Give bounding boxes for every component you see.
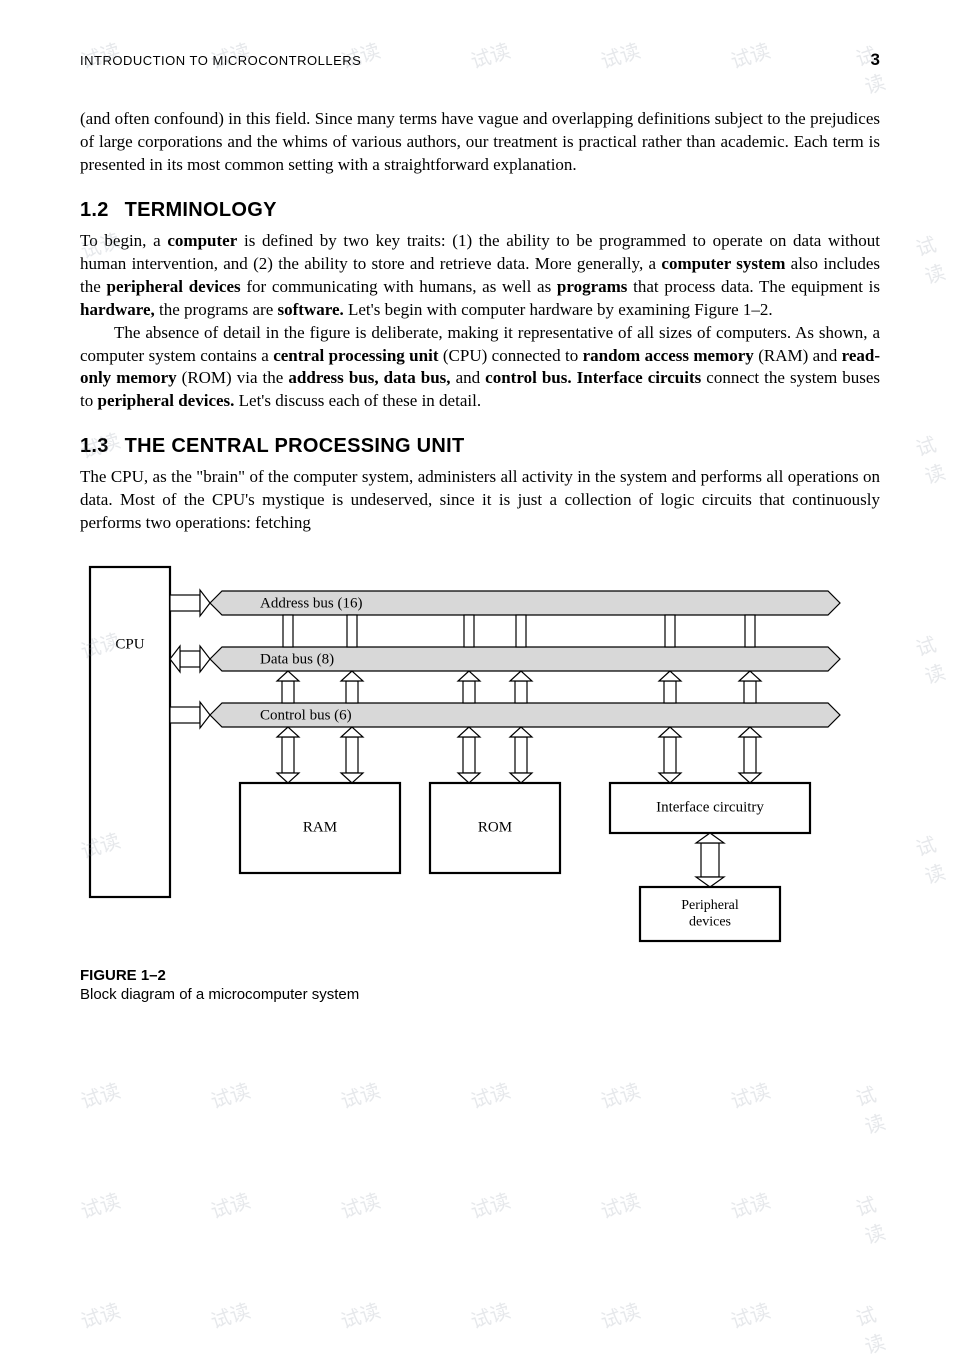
section-1-2-title: TERMINOLOGY — [125, 199, 277, 221]
section-1-3-title: THE CENTRAL PROCESSING UNIT — [125, 435, 465, 457]
watermark: 试读 — [76, 1295, 123, 1335]
page-number: 3 — [871, 50, 880, 70]
watermark: 试读 — [76, 1075, 123, 1115]
watermark: 试读 — [206, 1185, 253, 1225]
svg-text:Peripheral: Peripheral — [681, 898, 739, 913]
svg-text:Control bus (6): Control bus (6) — [260, 708, 352, 724]
watermark: 试读 — [852, 1298, 889, 1359]
watermark: 试读 — [912, 428, 949, 489]
watermark: 试读 — [852, 1078, 889, 1139]
svg-text:Address bus (16): Address bus (16) — [260, 596, 363, 612]
svg-text:Interface circuitry: Interface circuitry — [656, 800, 764, 816]
figure-1-2-caption: Block diagram of a microcomputer system — [80, 986, 880, 1003]
watermark: 试读 — [726, 1185, 773, 1225]
watermark: 试读 — [206, 1295, 253, 1335]
svg-text:RAM: RAM — [303, 820, 337, 836]
header-row: INTRODUCTION TO MICROCONTROLLERS 3 — [80, 50, 880, 70]
watermark: 试读 — [852, 1188, 889, 1249]
watermark: 试读 — [466, 1295, 513, 1335]
watermark: 试读 — [466, 1185, 513, 1225]
section-1-2-number: 1.2 — [80, 199, 109, 221]
watermark: 试读 — [336, 1075, 383, 1115]
figure-1-2-label: FIGURE 1–2 — [80, 967, 880, 984]
section-1-2-para2: The absence of detail in the figure is d… — [80, 322, 880, 414]
watermark: 试读 — [336, 1295, 383, 1335]
section-1-2-para1: To begin, a computer is defined by two k… — [80, 230, 880, 322]
section-1-3-heading: 1.3 THE CENTRAL PROCESSING UNIT — [80, 435, 880, 458]
watermark: 试读 — [596, 1075, 643, 1115]
running-head: INTRODUCTION TO MICROCONTROLLERS — [80, 53, 361, 68]
watermark: 试读 — [336, 1185, 383, 1225]
svg-text:ROM: ROM — [478, 820, 512, 836]
watermark: 试读 — [596, 1295, 643, 1335]
watermark: 试读 — [466, 1075, 513, 1115]
figure-1-2-diagram: CPU Address bus (16) Data bus (8) Control b… — [80, 557, 880, 957]
svg-text:devices: devices — [689, 914, 731, 929]
watermark: 试读 — [726, 1075, 773, 1115]
section-1-3-number: 1.3 — [80, 435, 109, 457]
watermark: 试读 — [912, 828, 949, 889]
watermark: 试读 — [596, 1185, 643, 1225]
watermark: 试读 — [76, 1185, 123, 1225]
page: INTRODUCTION TO MICROCONTROLLERS 3 (and … — [80, 50, 880, 1003]
watermark: 试读 — [912, 628, 949, 689]
section-1-3-para1: The CPU, as the "brain" of the computer … — [80, 466, 880, 535]
section-1-2-heading: 1.2 TERMINOLOGY — [80, 199, 880, 222]
figure-1-2: CPU Address bus (16) Data bus (8) Control b… — [80, 557, 880, 1003]
svg-text:CPU: CPU — [115, 637, 144, 653]
watermark: 试读 — [912, 228, 949, 289]
section-1-2-body: To begin, a computer is defined by two k… — [80, 230, 880, 414]
watermark: 试读 — [726, 1295, 773, 1335]
watermark: 试读 — [206, 1075, 253, 1115]
svg-text:Data bus (8): Data bus (8) — [260, 652, 334, 668]
intro-paragraph: (and often confound) in this field. Sinc… — [80, 108, 880, 177]
